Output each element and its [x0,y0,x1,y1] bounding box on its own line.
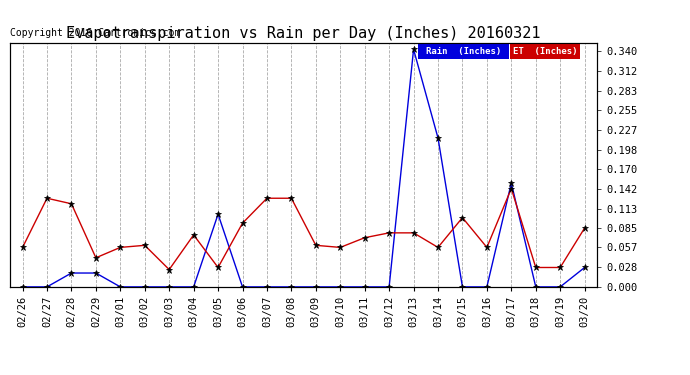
Text: Rain  (Inches): Rain (Inches) [426,46,501,56]
Text: ET  (Inches): ET (Inches) [513,46,578,56]
Bar [418,43,509,59]
Title: Evapotranspiration vs Rain per Day (Inches) 20160321: Evapotranspiration vs Rain per Day (Inch… [66,26,541,40]
Bar [510,43,580,59]
Text: Copyright 2016 Cartronics.com: Copyright 2016 Cartronics.com [10,28,181,38]
